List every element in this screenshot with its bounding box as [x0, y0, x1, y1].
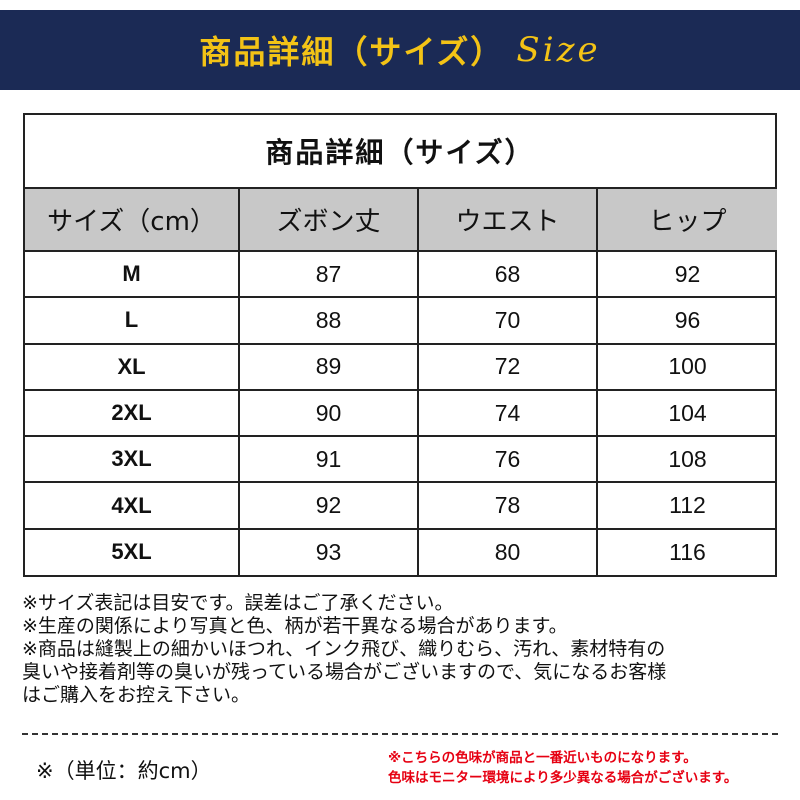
- color-warning: ※こちらの色味が商品と一番近いものになります。 色味はモニター環境により多少異な…: [388, 748, 788, 788]
- hip-cell: 108: [597, 436, 777, 484]
- waist-cell: 74: [418, 389, 598, 438]
- length-cell: 89: [239, 343, 419, 391]
- waist-cell: 72: [418, 343, 598, 391]
- size-cell: 2XL: [25, 389, 240, 438]
- length-cell: 88: [239, 297, 419, 345]
- table-caption: 商品詳細（サイズ）: [25, 115, 775, 189]
- size-cell: 4XL: [25, 482, 240, 530]
- banner-script-title: Size: [516, 30, 601, 70]
- color-note-line: ※こちらの色味が商品と一番近いものになります。: [388, 750, 697, 766]
- hip-cell: 104: [597, 389, 777, 438]
- header-length: ズボン丈: [239, 189, 419, 252]
- size-cell: L: [25, 297, 240, 345]
- size-chart: サイズ（cm） ズボン丈 ウエスト ヒップ M 87 68 92 L 88 70…: [25, 189, 777, 576]
- hip-cell: 92: [597, 251, 777, 299]
- size-cell: XL: [25, 343, 240, 391]
- header-hip: ヒップ: [597, 189, 777, 252]
- size-table: 商品詳細（サイズ） サイズ（cm） ズボン丈 ウエスト ヒップ M 87 68 …: [23, 113, 777, 578]
- length-cell: 93: [239, 528, 419, 576]
- length-cell: 92: [239, 482, 419, 530]
- table-row: 4XL 92 78 112: [25, 482, 777, 530]
- size-cell: M: [25, 251, 240, 299]
- table-row: XL 89 72 100: [25, 343, 777, 391]
- banner-title: 商品詳細（サイズ）: [199, 33, 505, 71]
- table-row: 2XL 90 74 104: [25, 389, 777, 438]
- waist-cell: 68: [418, 251, 598, 299]
- waist-cell: 78: [418, 482, 598, 530]
- table-row: L 88 70 96: [25, 297, 777, 345]
- note-line: ※商品は縫製上の細かいほつれ、インク飛び、織りむら、汚れ、素材特有の: [22, 638, 666, 660]
- unit-note: ※（単位：約cm）: [36, 759, 212, 783]
- waist-cell: 80: [418, 528, 598, 576]
- table-row: M 87 68 92: [25, 251, 777, 299]
- header-waist: ウエスト: [418, 189, 598, 252]
- length-cell: 87: [239, 251, 419, 299]
- header-size: サイズ（cm）: [25, 189, 240, 252]
- dashed-divider: [22, 733, 778, 735]
- hip-cell: 112: [597, 482, 777, 530]
- length-cell: 90: [239, 389, 419, 438]
- waist-cell: 76: [418, 436, 598, 484]
- length-cell: 91: [239, 436, 419, 484]
- note-line: はご購入をお控え下さい。: [22, 684, 251, 706]
- note-line: 臭いや接着剤等の臭いが残っている場合がございますので、気になるお客様: [22, 661, 667, 683]
- header-row: サイズ（cm） ズボン丈 ウエスト ヒップ: [25, 189, 777, 252]
- table-row: 3XL 91 76 108: [25, 436, 777, 484]
- hip-cell: 100: [597, 343, 777, 391]
- size-cell: 5XL: [25, 528, 240, 576]
- table-row: 5XL 93 80 116: [25, 528, 777, 576]
- size-cell: 3XL: [25, 436, 240, 484]
- color-note-line: 色味はモニター環境により多少異なる場合がございます。: [388, 770, 738, 786]
- note-line: ※生産の関係により写真と色、柄が若干異なる場合があります。: [22, 615, 568, 637]
- top-banner: 商品詳細（サイズ） Size: [0, 10, 800, 90]
- hip-cell: 116: [669, 538, 706, 565]
- note-line: ※サイズ表記は目安です。誤差はご了承ください。: [22, 592, 454, 614]
- disclaimer-notes: ※サイズ表記は目安です。誤差はご了承ください。 ※生産の関係により写真と色、柄が…: [22, 592, 792, 707]
- hip-cell: 96: [597, 297, 777, 345]
- waist-cell: 70: [418, 297, 598, 345]
